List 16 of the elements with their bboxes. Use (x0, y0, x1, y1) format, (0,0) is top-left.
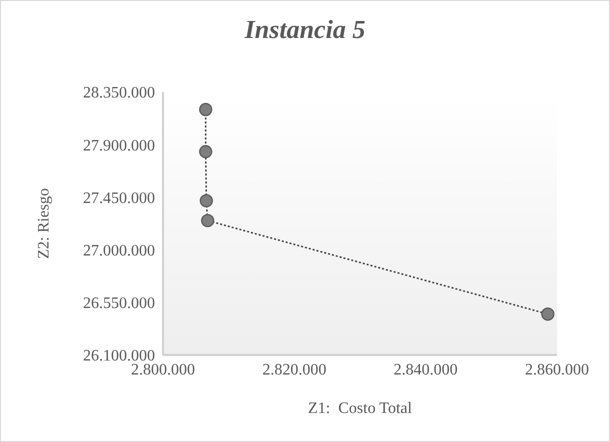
y-tick-label: 27.900.000 (83, 137, 155, 154)
x-tick-label: 2.840.000 (394, 361, 458, 378)
point (201, 214, 214, 228)
x-tick-label: 2.820.000 (262, 361, 326, 378)
point (541, 307, 554, 321)
point (200, 194, 213, 208)
y-axis-title: Z2: Riesgo (36, 188, 53, 259)
y-tick-label: 28.350.000 (83, 84, 155, 102)
y-tick-label: 27.450.000 (83, 190, 155, 207)
x-axis-title: Z1: Costo Total (308, 400, 413, 417)
x-tick-label: 2.860.000 (525, 361, 589, 378)
point (199, 102, 212, 116)
point (199, 145, 212, 158)
y-tick-label: 26.550.000 (83, 295, 155, 312)
chart-title: Instancia 5 (243, 15, 366, 45)
y-tick-label: 27.000.000 (83, 242, 155, 260)
